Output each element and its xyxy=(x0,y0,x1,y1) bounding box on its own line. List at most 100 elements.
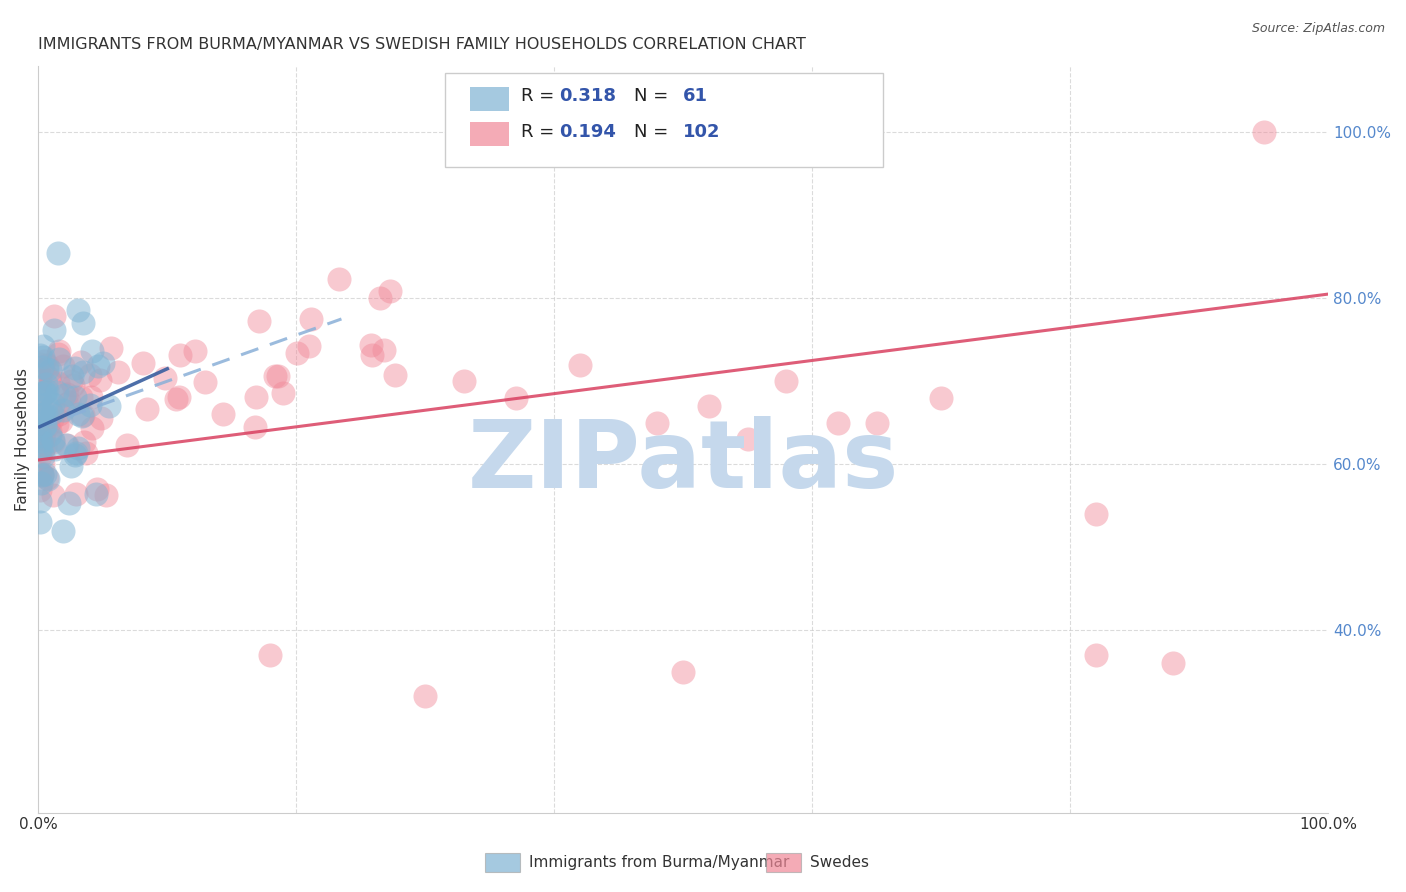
Point xyxy=(117,437,139,451)
Point xyxy=(41,411,63,425)
Point xyxy=(90,411,112,425)
Text: Source: ZipAtlas.com: Source: ZipAtlas.com xyxy=(1251,22,1385,36)
Point xyxy=(38,363,60,377)
Point xyxy=(28,441,51,455)
Point xyxy=(42,323,65,337)
Point xyxy=(35,410,58,425)
Point xyxy=(38,374,60,388)
Point xyxy=(28,493,51,508)
Point xyxy=(72,316,94,330)
Point xyxy=(52,359,75,373)
Point xyxy=(929,391,952,405)
Point xyxy=(31,467,53,481)
Point xyxy=(80,344,103,359)
Point xyxy=(360,338,382,352)
Point xyxy=(65,446,87,460)
Text: 61: 61 xyxy=(683,87,709,105)
Point xyxy=(58,395,80,409)
Point xyxy=(52,403,75,417)
Y-axis label: Family Households: Family Households xyxy=(15,368,30,511)
Point xyxy=(55,438,77,452)
FancyBboxPatch shape xyxy=(471,122,509,146)
Point xyxy=(31,388,53,402)
Point xyxy=(245,391,267,405)
Point xyxy=(52,524,75,538)
Point xyxy=(62,378,84,392)
Point xyxy=(34,439,56,453)
Point xyxy=(28,429,51,443)
Point xyxy=(31,467,53,482)
Point xyxy=(169,348,191,362)
Point xyxy=(34,419,56,434)
Point xyxy=(1253,125,1275,139)
Point xyxy=(328,272,350,286)
Point xyxy=(34,467,56,481)
Point xyxy=(44,442,66,456)
Point xyxy=(28,467,51,481)
Point xyxy=(41,406,63,420)
Point xyxy=(259,648,281,662)
Point xyxy=(32,339,55,353)
Point xyxy=(70,390,93,404)
Point xyxy=(32,449,55,463)
Point xyxy=(647,416,669,430)
Point xyxy=(65,486,87,500)
Point xyxy=(65,360,87,375)
Point xyxy=(46,376,69,390)
Point xyxy=(41,488,63,502)
Text: R =: R = xyxy=(520,87,560,105)
Point xyxy=(35,359,58,373)
Point xyxy=(86,359,108,374)
Point xyxy=(28,370,51,384)
Point xyxy=(35,470,58,484)
Point xyxy=(35,397,58,411)
Point xyxy=(34,376,56,391)
Point xyxy=(53,388,76,402)
Point xyxy=(46,245,69,260)
Point xyxy=(107,365,129,379)
FancyBboxPatch shape xyxy=(444,73,883,167)
Point xyxy=(1163,657,1185,671)
Point xyxy=(264,369,287,384)
Point xyxy=(63,448,86,462)
Point xyxy=(84,487,107,501)
Point xyxy=(37,472,59,486)
Point xyxy=(66,407,89,421)
Point xyxy=(31,440,53,454)
Point xyxy=(827,416,849,430)
Point xyxy=(132,356,155,370)
Point xyxy=(28,392,51,407)
Point xyxy=(44,310,66,324)
Point xyxy=(737,432,759,446)
Point xyxy=(66,303,89,318)
Point xyxy=(28,515,51,529)
Point xyxy=(76,446,98,460)
Point xyxy=(184,344,207,359)
Point xyxy=(56,387,79,401)
Point xyxy=(28,348,51,362)
Point xyxy=(373,343,395,357)
Point xyxy=(866,416,889,430)
Point xyxy=(505,391,527,405)
Point xyxy=(73,434,96,449)
Point xyxy=(48,407,70,421)
Point xyxy=(42,435,65,450)
Point xyxy=(34,418,56,433)
Point xyxy=(100,341,122,355)
Text: N =: N = xyxy=(634,87,675,105)
Point xyxy=(28,380,51,394)
Point xyxy=(384,368,406,383)
Point xyxy=(361,348,384,362)
Point xyxy=(697,399,720,413)
Text: Immigrants from Burma/Myanmar: Immigrants from Burma/Myanmar xyxy=(529,855,789,870)
Point xyxy=(98,399,121,413)
Point xyxy=(153,371,176,385)
Point xyxy=(39,428,62,442)
Point xyxy=(48,343,70,358)
Point xyxy=(89,373,111,387)
FancyBboxPatch shape xyxy=(471,87,509,111)
Point xyxy=(91,356,114,370)
Point xyxy=(135,402,157,417)
Point xyxy=(32,442,55,457)
Point xyxy=(569,358,592,372)
